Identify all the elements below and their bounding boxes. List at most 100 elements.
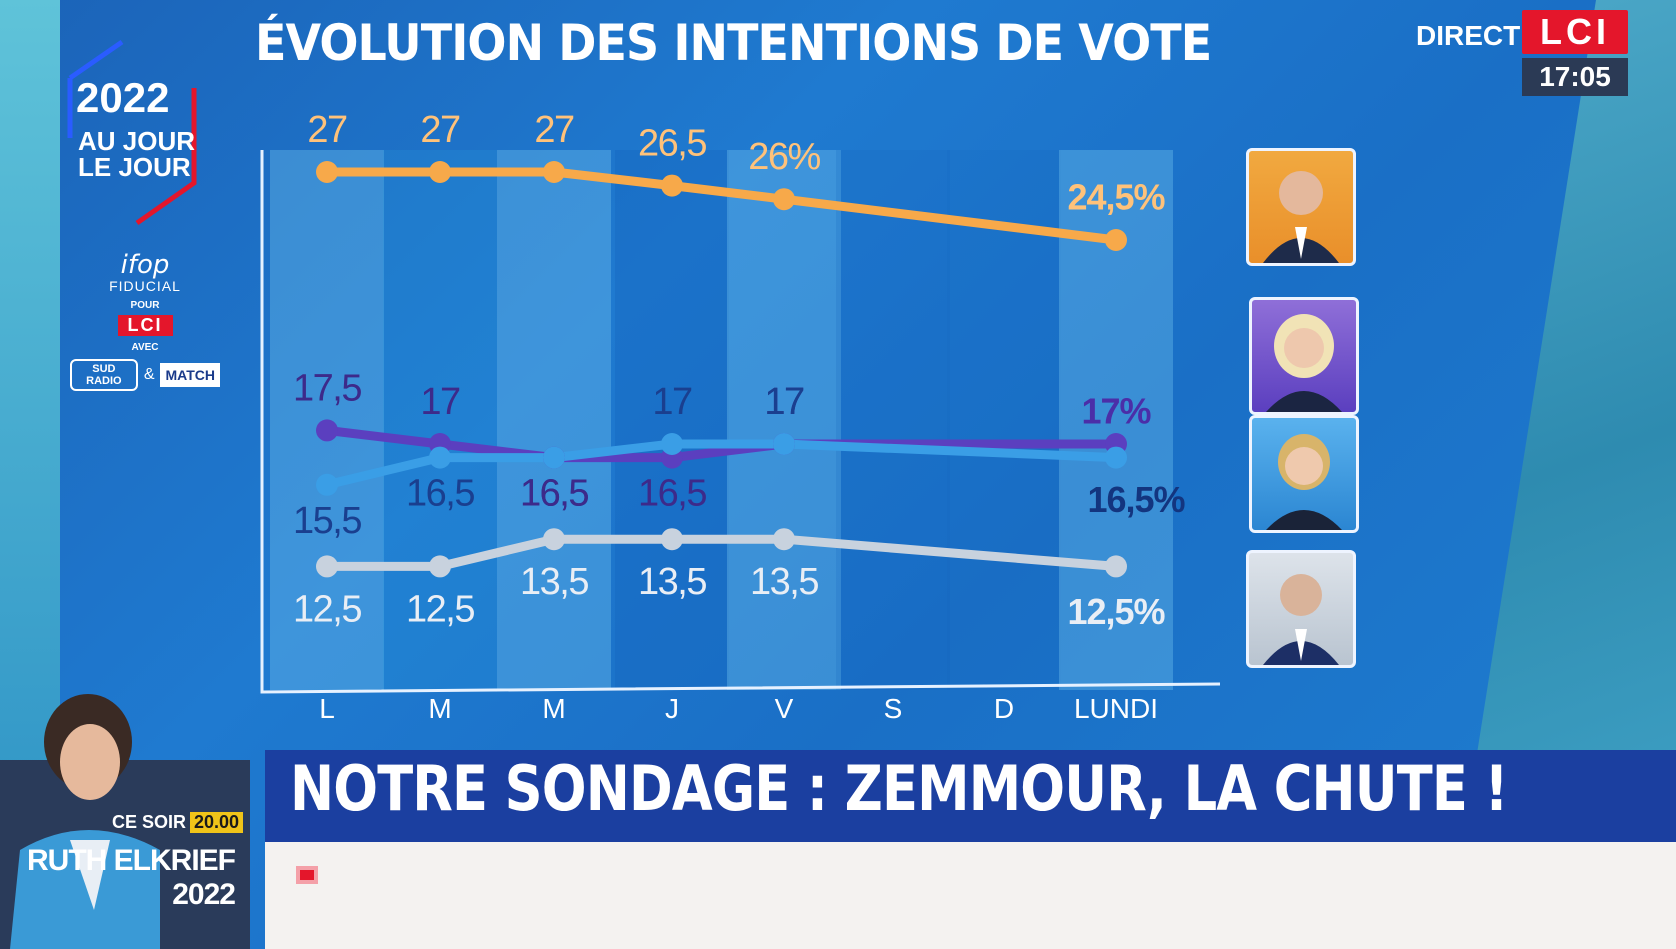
data-point (543, 446, 565, 469)
data-label: 13,5 (520, 561, 588, 603)
person-icon (1266, 434, 1342, 530)
data-label: 17% (1081, 391, 1151, 432)
day-band (727, 150, 841, 690)
data-point (661, 433, 683, 455)
ampersand: & (143, 366, 155, 383)
ticker-marker-icon (296, 866, 318, 884)
avec-label: AVEC (131, 342, 159, 353)
logo-line-1: AU JOUR (78, 126, 196, 156)
data-point (1105, 229, 1127, 251)
day-bands (270, 150, 1173, 690)
data-label: 17 (652, 381, 692, 423)
day-band (497, 150, 611, 690)
data-label: 27 (534, 109, 574, 151)
data-point (1105, 446, 1127, 469)
x-tick-label: M (542, 693, 565, 724)
clock: 17:05 (1522, 58, 1628, 96)
data-point (429, 555, 451, 578)
data-label: 12,5 (293, 588, 361, 630)
data-label: 26,5 (638, 123, 706, 165)
x-tick-label: M (428, 693, 451, 724)
radio-logo: SUD RADIO (70, 359, 138, 391)
media-partners: SUD RADIO & MATCH (70, 359, 220, 391)
series-line (322, 439, 1121, 490)
data-point (316, 473, 338, 496)
logo-year: 2022 (76, 74, 170, 121)
data-label: 12,5 (406, 588, 474, 630)
data-label: 13,5 (638, 561, 706, 603)
person-icon (1263, 171, 1339, 263)
x-tick-label: L (319, 693, 335, 724)
data-point (316, 555, 338, 578)
data-point (543, 161, 565, 183)
data-label: 26% (748, 136, 820, 178)
person-icon (1266, 314, 1342, 412)
data-label: 17 (764, 381, 804, 423)
data-point (1105, 555, 1127, 578)
x-tick-label: S (884, 693, 903, 724)
lci-small-logo: LCI (117, 315, 173, 336)
host-photo (10, 694, 160, 949)
chart-axis (260, 150, 1221, 694)
partner-name: FIDUCIAL (109, 278, 181, 294)
data-point (429, 161, 451, 183)
tonight-text: CE SOIR (112, 812, 187, 832)
person-icon (1263, 574, 1339, 665)
data-label: 24,5% (1067, 177, 1165, 218)
data-point (661, 174, 683, 197)
x-tick-label: V (775, 693, 794, 724)
data-point (543, 528, 565, 551)
day-band (836, 150, 950, 690)
data-point (773, 433, 795, 455)
show-name-line-1: RUTH ELKRIEF (27, 844, 236, 877)
pour-label: POUR (130, 300, 160, 311)
x-tick-label: LUNDI (1074, 693, 1158, 724)
data-label: 27 (420, 109, 460, 151)
show-time: 20.00 (190, 812, 244, 833)
channel-logo: LCI (1522, 10, 1628, 54)
show-name-line-2: 2022 (172, 878, 236, 911)
sponsor-block: ifop FIDUCIAL POUR LCI AVEC SUD RADIO & … (70, 250, 220, 391)
candidate-portrait-1 (1246, 148, 1356, 266)
day-band (615, 150, 729, 690)
data-label: 16,5% (1087, 479, 1185, 520)
data-label: 16,5 (638, 473, 706, 515)
live-label: DIRECT (1416, 20, 1521, 51)
candidate-portrait-4 (1246, 550, 1356, 668)
data-label: 15,5 (293, 500, 361, 542)
day-band (383, 150, 497, 690)
data-label: 16,5 (406, 473, 474, 515)
headline-banner (265, 750, 1676, 842)
data-label: 16,5 (520, 473, 588, 515)
x-tick-label: D (994, 693, 1014, 724)
data-label: 13,5 (750, 561, 818, 603)
data-label: 16,5 (520, 473, 588, 515)
candidate-portrait-2 (1249, 297, 1359, 415)
x-tick-label: J (665, 693, 679, 724)
data-point (773, 528, 795, 551)
tonight-label: CE SOIR 20.00 (112, 812, 244, 833)
candidate-portrait-3 (1249, 415, 1359, 533)
data-point (429, 446, 451, 469)
data-label: 27 (307, 109, 347, 151)
headline: NOTRE SONDAGE : ZEMMOUR, LA CHUTE ! (290, 752, 1509, 825)
series-line (322, 167, 1121, 245)
data-point (661, 528, 683, 551)
day-band (947, 150, 1061, 690)
data-point (316, 161, 338, 183)
pollster-logo: ifop (120, 250, 170, 280)
chart-title: ÉVOLUTION DES INTENTIONS DE VOTE (255, 14, 1212, 72)
show-name: RUTH ELKRIEF 2022 (20, 844, 236, 912)
data-point (773, 188, 795, 211)
data-label: 12,5% (1067, 591, 1165, 632)
magazine-logo: MATCH (160, 363, 220, 387)
data-point (316, 419, 338, 442)
news-ticker (265, 842, 1676, 949)
logo-line-2: LE JOUR (78, 152, 191, 182)
data-label: 17,5 (293, 367, 361, 409)
election-logo-frame (67, 39, 197, 226)
series-line (322, 534, 1121, 571)
data-label: 17 (420, 381, 460, 423)
